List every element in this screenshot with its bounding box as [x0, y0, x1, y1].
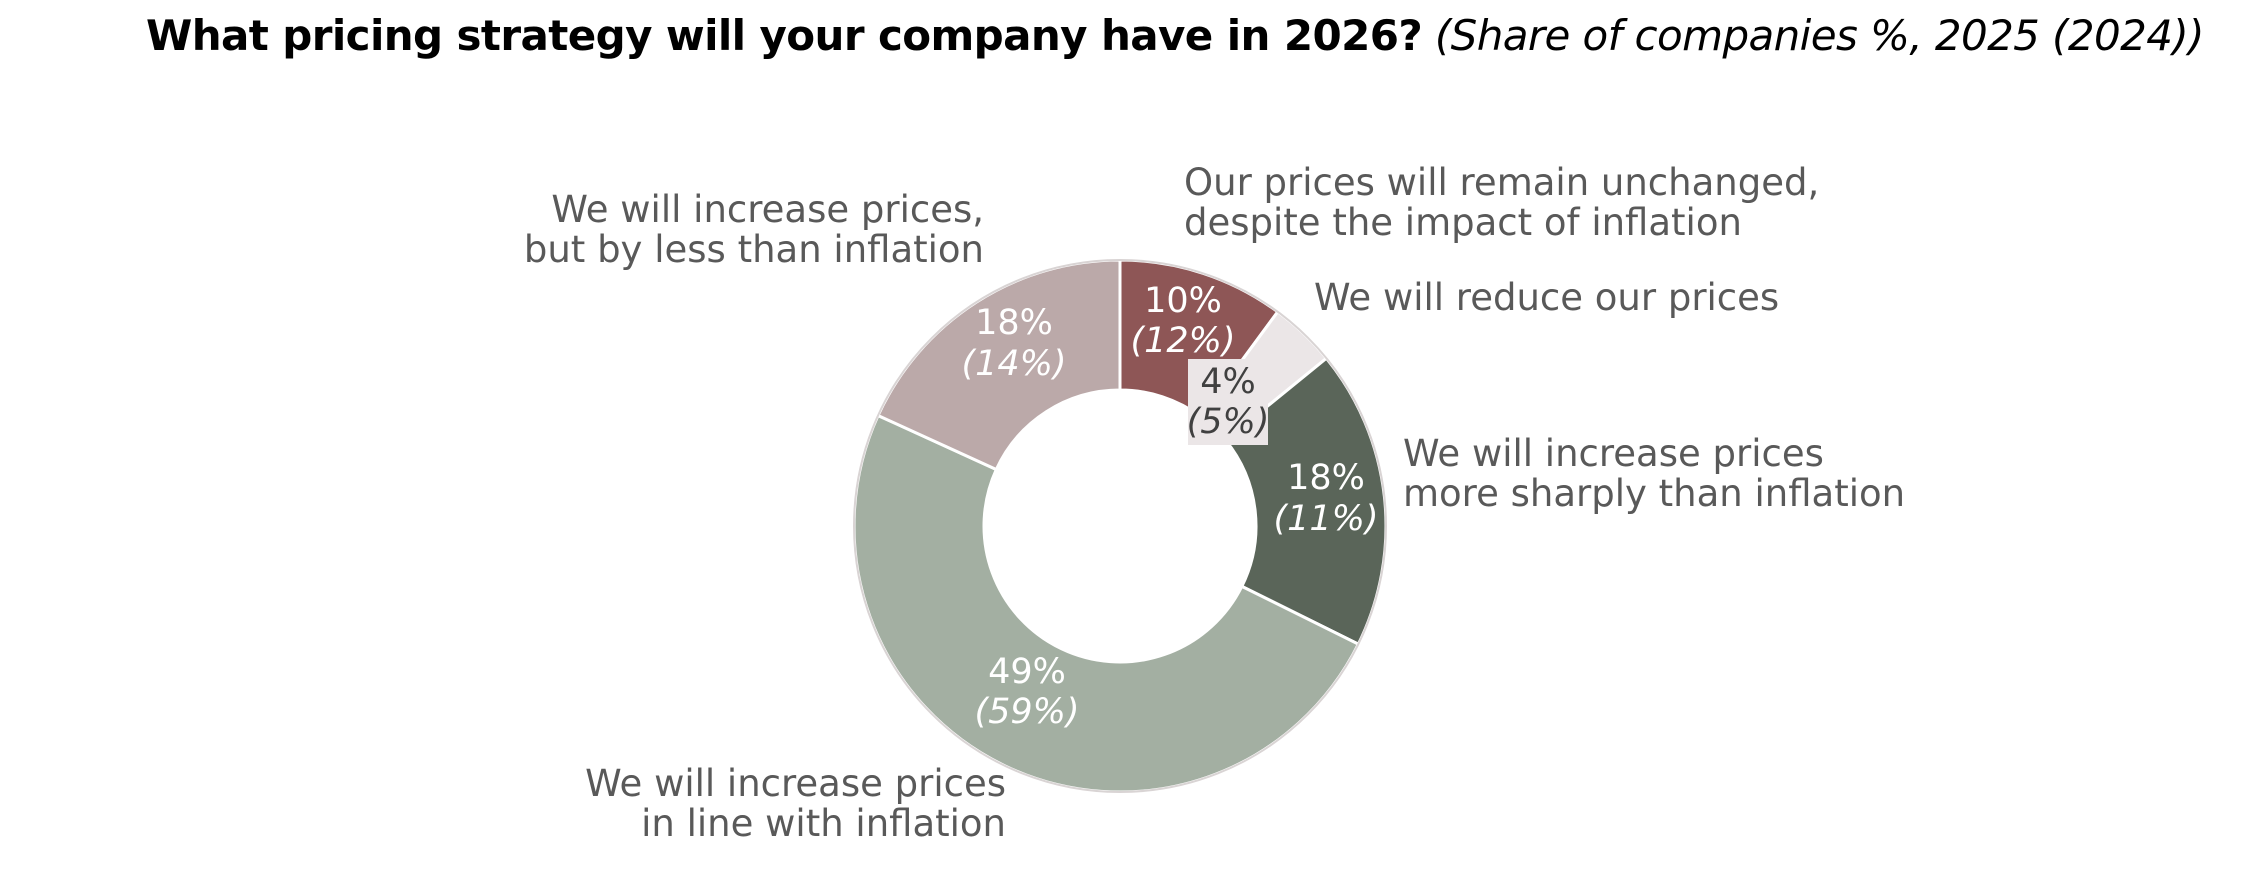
previous-value-label-reduce: (5%)	[1187, 402, 1270, 442]
value-label-unchanged: 10%	[1144, 281, 1222, 321]
chart-subtitle: (Share of companies %, 2025 (2024))	[1434, 11, 2205, 60]
donut-outline	[853, 259, 1387, 793]
category-label-line: We will increase prices	[1403, 432, 1824, 475]
category-label-line: despite the impact of inflation	[1184, 201, 1742, 244]
chart-question: What pricing strategy will your company …	[146, 11, 1423, 60]
donut-category-labels: Our prices will remain unchanged, despite…	[524, 161, 1905, 845]
category-label-line: We will increase prices,	[551, 188, 984, 231]
category-label-line: We will reduce our prices	[1314, 276, 1779, 319]
donut-value-labels: 10%(12%)4%(5%)18%(11%)49%(59%)18%(14%)	[961, 281, 1378, 732]
donut-slices	[852, 258, 1388, 794]
value-label-in-line-with-inflation: 49%	[988, 652, 1066, 692]
previous-value-label-more-than-inflation: (11%)	[1273, 499, 1378, 539]
category-label-line: more sharply than inflation	[1403, 472, 1905, 515]
category-label-line: We will increase prices	[585, 762, 1006, 805]
category-label-in-line-with-inflation: We will increase prices in line with infl…	[585, 762, 1006, 845]
value-label-less-than-inflation: 18%	[975, 303, 1053, 343]
value-label-reduce: 4%	[1200, 362, 1256, 402]
previous-value-label-less-than-inflation: (14%)	[961, 344, 1066, 384]
category-label-line: Our prices will remain unchanged,	[1184, 161, 1819, 204]
value-label-more-than-inflation: 18%	[1287, 458, 1365, 498]
category-label-line: but by less than inflation	[524, 228, 984, 271]
category-label-line: in line with inflation	[641, 802, 1006, 845]
chart-title: What pricing strategy will your company …	[146, 6, 2205, 66]
category-label-unchanged: Our prices will remain unchanged, despite…	[1184, 161, 1819, 244]
previous-value-label-in-line-with-inflation: (59%)	[974, 692, 1079, 732]
category-label-less-than-inflation: We will increase prices, but by less than…	[524, 188, 984, 271]
previous-value-label-unchanged: (12%)	[1130, 321, 1235, 361]
category-label-reduce: We will reduce our prices	[1314, 276, 1779, 319]
category-label-more-than-inflation: We will increase prices more sharply than…	[1403, 432, 1905, 515]
value-label-box-reduce	[1188, 359, 1268, 445]
